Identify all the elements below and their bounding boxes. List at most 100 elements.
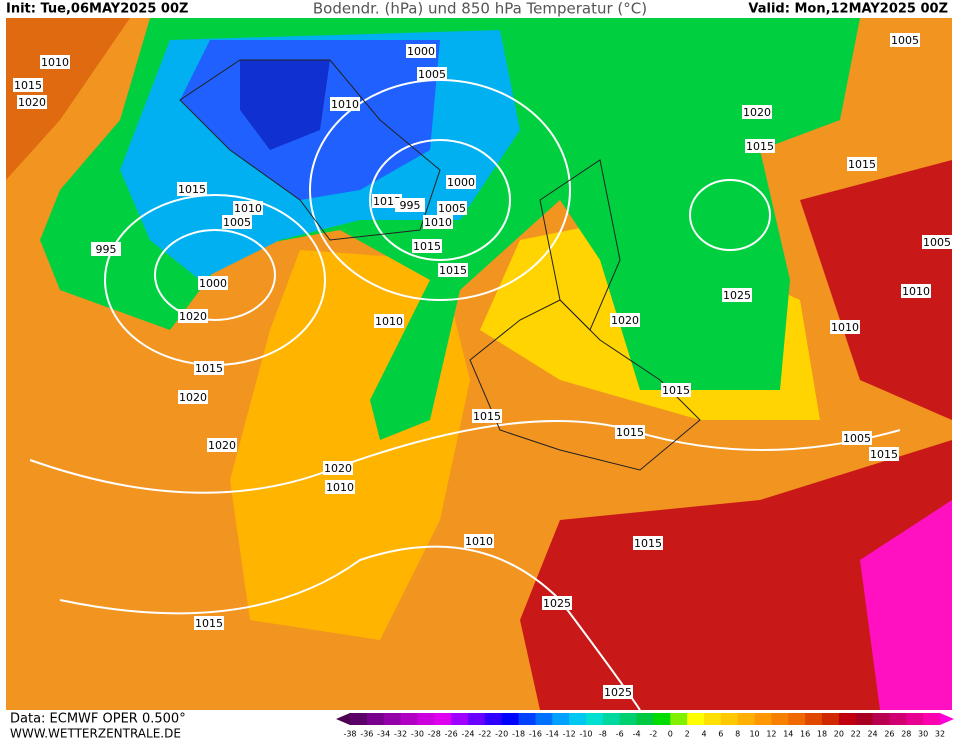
legend-swatch [687, 713, 705, 725]
legend-swatch [569, 713, 587, 725]
label-text: 1015 [195, 617, 223, 630]
label-text: 1015 [373, 195, 401, 208]
label-text: 1025 [723, 289, 751, 302]
legend-tick-label: -4 [633, 730, 641, 739]
label-text: 1005 [223, 216, 251, 229]
legend-tick-label: -38 [343, 730, 356, 739]
label-box [922, 235, 952, 249]
isobar [154, 229, 276, 321]
legend-tick-label: -20 [495, 730, 508, 739]
isobar-label: 1005 [922, 235, 952, 249]
legend-swatch [754, 713, 772, 725]
data-source: Data: ECMWF OPER 0.500° [10, 712, 186, 727]
label-text: 1010 [326, 481, 354, 494]
label-box [423, 215, 453, 229]
legend-swatch [670, 713, 688, 725]
legend-tick-label: 20 [834, 730, 844, 739]
label-text: 1015 [14, 79, 42, 92]
label-box [633, 536, 663, 550]
label-text: 1015 [413, 240, 441, 253]
isobar-label: 1015 [372, 194, 402, 208]
legend-tick-label: -36 [360, 730, 373, 739]
label-text: 1005 [438, 202, 466, 215]
isobar-label: 1010 [901, 284, 931, 298]
label-box [194, 361, 224, 375]
legend-tick-label: 2 [685, 730, 690, 739]
init-time: Init: Tue,06MAY2025 00Z [6, 2, 188, 17]
isobars [29, 79, 901, 711]
label-box [417, 67, 447, 81]
isobar-label: 1010 [423, 215, 453, 229]
legend-swatch [704, 713, 722, 725]
label-text: 1000 [407, 45, 435, 58]
valid-time: Valid: Mon,12MAY2025 00Z [748, 2, 948, 17]
legend-tick-label: 22 [851, 730, 861, 739]
legend-swatch [923, 713, 941, 725]
label-text: 1005 [843, 432, 871, 445]
label-box [178, 309, 208, 323]
isobar-label: 1015 [869, 447, 899, 461]
label-text: 1025 [543, 597, 571, 610]
europe [469, 299, 701, 471]
isobar-label: 1000 [446, 175, 476, 189]
legend-swatch [788, 713, 806, 725]
label-box [722, 288, 752, 302]
label-text: 1005 [418, 68, 446, 81]
warm-field [6, 18, 130, 180]
label-text: 1010 [902, 285, 930, 298]
label-text: 1010 [331, 98, 359, 111]
legend-tick-label: -14 [546, 730, 559, 739]
legend-tick-label: -2 [649, 730, 657, 739]
map-title: Bodendr. (hPa) und 850 hPa Temperatur (°… [313, 0, 647, 18]
isobar-label: 1005 [890, 33, 920, 47]
legend-tick-label: -32 [394, 730, 407, 739]
label-text: 1020 [179, 310, 207, 323]
isobar-label: 1015 [615, 425, 645, 439]
isobar-label: 1015 [661, 383, 691, 397]
isobar-label: 1020 [178, 309, 208, 323]
isobar-label: 1015 [194, 361, 224, 375]
label-box [207, 438, 237, 452]
isobar-label: 1015 [472, 409, 502, 423]
label-box [615, 425, 645, 439]
legend-swatch [822, 713, 840, 725]
isobar-labels: 1010101510201000100510101015101010051015… [13, 33, 952, 699]
legend-swatch [468, 713, 486, 725]
legend-swatch [383, 713, 402, 725]
legend-tick-label: 0 [668, 730, 673, 739]
isobar [689, 179, 771, 251]
cold-field [240, 60, 330, 150]
label-text: 1005 [891, 34, 919, 47]
label-box [610, 313, 640, 327]
label-box [406, 44, 436, 58]
label-text: 1010 [375, 315, 403, 328]
label-text: 1010 [465, 535, 493, 548]
legend-swatch [586, 713, 604, 725]
scandinavia [539, 159, 621, 331]
legend-swatch [602, 713, 621, 725]
label-text: 1010 [831, 321, 859, 334]
isobar-label: 1020 [207, 438, 237, 452]
legend-tick-label: -28 [428, 730, 441, 739]
label-text: 1015 [848, 158, 876, 171]
label-box [901, 284, 931, 298]
label-box [842, 431, 872, 445]
legend-swatch [889, 713, 907, 725]
color-legend: -38 -36 -34 -32 -30 -28 -26 -24 -22 -20 -18 -16 -14-… [336, 713, 954, 739]
legend-tick-label: -30 [411, 730, 424, 739]
label-text: 1020 [208, 439, 236, 452]
coastlines [179, 59, 701, 471]
isobar-label: 1020 [323, 461, 353, 475]
legend-tick-label: 32 [935, 730, 945, 739]
label-box [661, 383, 691, 397]
label-box [177, 182, 207, 196]
legend-tick-label: -16 [529, 730, 542, 739]
label-text: 1015 [178, 183, 206, 196]
legend-swatch [366, 713, 385, 725]
isobar-label: 1000 [198, 276, 228, 290]
label-text: 1015 [870, 448, 898, 461]
legend-swatch [434, 713, 452, 725]
isobar-label: 1010 [374, 314, 404, 328]
label-box [869, 447, 899, 461]
